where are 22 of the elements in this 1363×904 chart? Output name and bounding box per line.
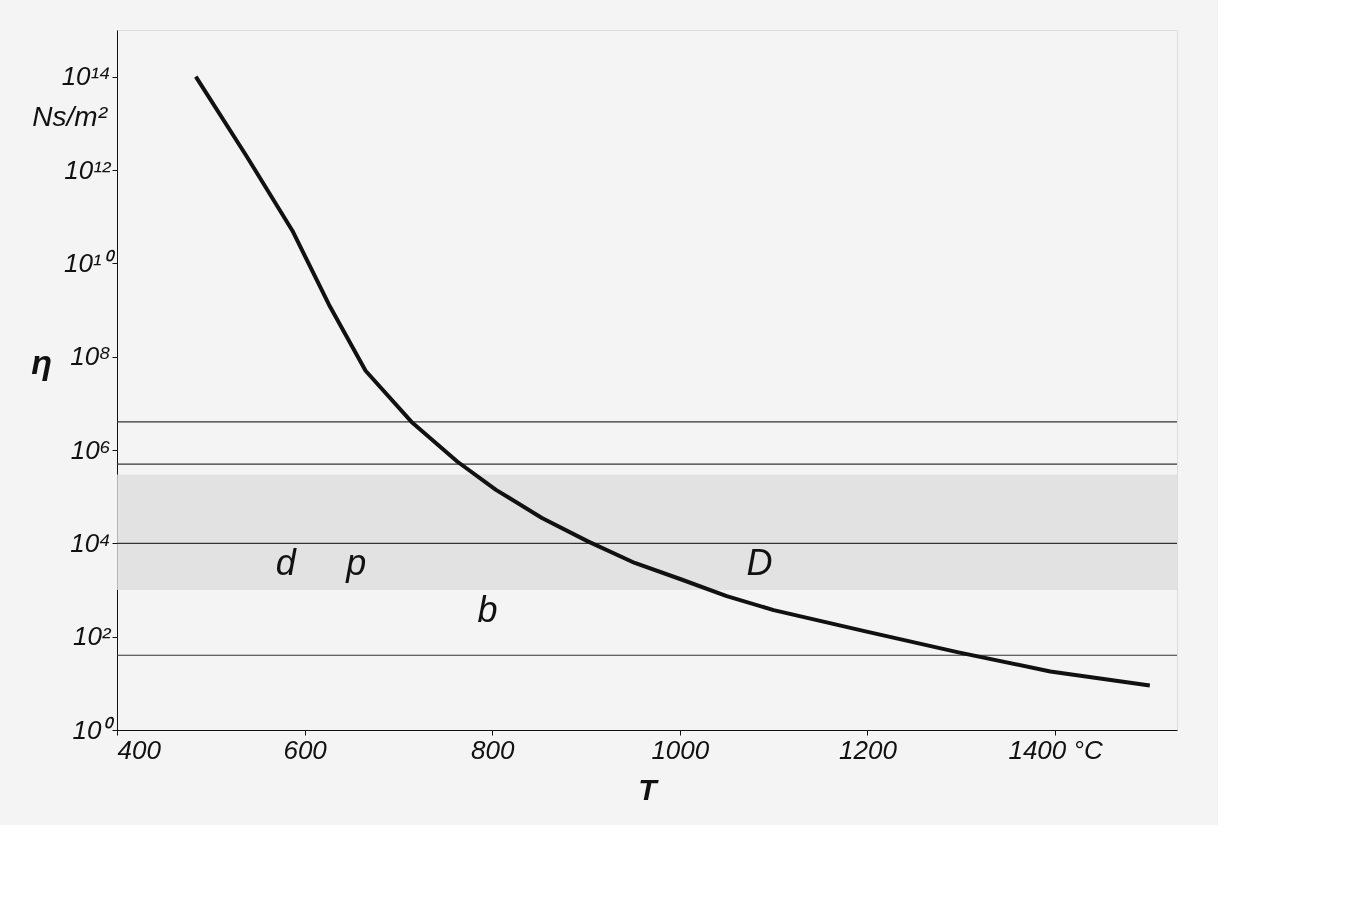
y-tick-label: 10⁴ xyxy=(70,527,111,558)
annotation: p xyxy=(345,542,367,584)
x-tick-label: 600 xyxy=(283,734,328,765)
y-tick-label: 10¹⁴ xyxy=(61,61,111,92)
x-tick-label: 1200 xyxy=(839,734,898,765)
y-axis-title: η xyxy=(31,342,53,381)
y-tick-label: 10⁰ xyxy=(72,714,116,745)
x-axis-title: T xyxy=(638,772,660,806)
y-tick-label: 10⁸ xyxy=(70,341,111,372)
annotation: D xyxy=(746,542,773,584)
annotation: b xyxy=(477,589,498,630)
y-tick-label: 10⁶ xyxy=(70,434,111,465)
annotation: d xyxy=(275,542,297,584)
x-tick-label: 1400 °C xyxy=(1008,734,1103,765)
x-tick-label: 400 xyxy=(117,734,162,765)
y-tick-label: 10¹⁰ xyxy=(63,247,116,278)
y-tick-label: 10² xyxy=(72,621,112,652)
line-series xyxy=(193,74,1152,688)
text: Ns/m² xyxy=(32,101,109,132)
x-tick-label: 1000 xyxy=(651,734,710,765)
x-tick-label: 800 xyxy=(471,734,515,765)
y-tick-label: 10¹² xyxy=(64,154,112,185)
